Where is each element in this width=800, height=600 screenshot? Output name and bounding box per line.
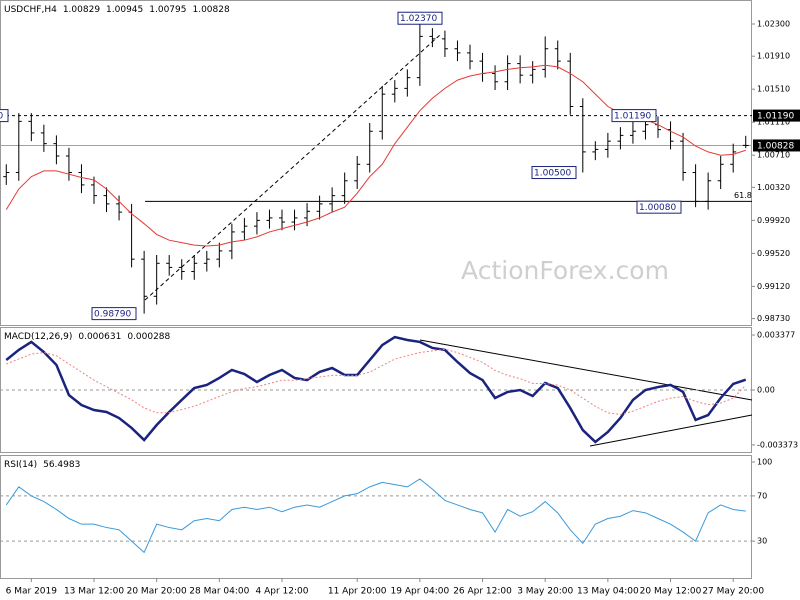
y-tick-label: 70 [757,491,767,500]
y-tick-label: 0.99520 [757,249,790,258]
x-tick-label: 3 May 20:00 [517,587,573,597]
price-label: 1.02370 [400,14,437,24]
y-tick-label: 30 [757,537,767,546]
x-tick-label: 19 Apr 04:00 [391,587,450,597]
price-pane [0,0,752,326]
macd-trendline [419,339,753,401]
x-tick-label: 11 Apr 20:00 [328,587,387,597]
x-tick-label: 6 Mar 2019 [6,587,58,597]
pane-title: USDCHF,H4 [4,5,57,15]
header-value: 0.000288 [127,332,170,342]
x-tick-label: 27 May 20:00 [702,587,764,597]
price-label-box [0,109,9,123]
last-price-label: 1.00828 [757,141,794,151]
y-tick-label: 0.98730 [757,314,790,323]
y-tick-label: 100 [757,458,772,467]
y-tick-label: 0.00 [757,385,775,394]
y-tick-label: 1.01110 [757,118,790,127]
pane-header: MACD(12,26,9) 0.000631 0.000288 [4,332,171,342]
header-value: 1.00829 [63,5,100,15]
rsi-pane [0,455,752,579]
indicator-line [6,348,747,415]
pane-title: RSI(14) [4,460,37,470]
watermark: ActionForex.com [461,256,669,285]
y-tick-label: 1.01910 [757,52,790,61]
resistance-label: 1.01190 [757,112,794,122]
axis-box [753,139,800,152]
price-label: 1.00500 [534,169,571,179]
macd-trendline [589,414,753,447]
pane-header: RSI(14) 56.4983 [4,460,80,470]
x-tick-label: 20 May 12:00 [640,587,702,597]
header-value: 0.000631 [78,332,121,342]
y-tick-label: 0.003377 [757,330,795,339]
axis-box [753,109,800,122]
header-value: 56.4983 [43,460,80,470]
y-tick-label: 1.01510 [757,85,790,94]
y-tick-label: 1.00710 [757,151,790,160]
price-label-box [397,11,443,25]
fibonacci-ratio: 61.8 [734,191,752,200]
y-tick-label: 0.99120 [757,282,790,291]
price-label: 1.00080 [639,203,676,213]
pane-header: USDCHF,H4 1.00829 1.00945 1.00795 1.00828 [4,5,230,15]
price-label-box [531,166,577,180]
pane-title: MACD(12,26,9) [4,332,72,342]
header-value: 1.00795 [149,5,186,15]
y-tick-label: -0.003373 [757,440,798,449]
price-label-box [91,307,137,321]
indicator-line [5,335,747,444]
price-label-box [611,109,657,123]
price-label: 1.01190 [614,112,651,122]
x-tick-label: 13 Mar 12:00 [64,587,124,597]
x-tick-label: 28 Mar 04:00 [189,587,249,597]
indicator-line [5,478,746,554]
y-tick-label: 1.02300 [757,20,790,29]
x-tick-label: 13 May 04:00 [577,587,639,597]
price-label-box [636,200,682,214]
x-tick-label: 4 Apr 12:00 [256,587,309,597]
x-tick-label: 26 Apr 12:00 [453,587,512,597]
x-tick-label: 20 Mar 20:00 [127,587,187,597]
price-label: 1.01190 [0,112,3,122]
trendline [144,34,441,301]
y-tick-label: 0.99920 [757,216,790,225]
y-tick-label: 1.00320 [757,183,790,192]
header-value: 1.00828 [192,5,229,15]
header-value: 1.00945 [106,5,143,15]
price-label: 0.98790 [94,310,131,320]
